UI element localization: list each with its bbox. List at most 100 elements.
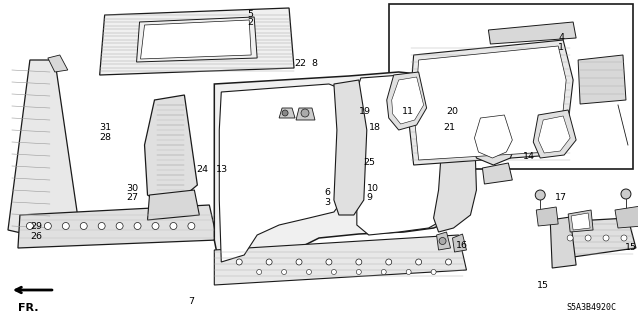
Text: 15: 15	[625, 243, 637, 252]
Polygon shape	[100, 8, 294, 75]
Circle shape	[152, 222, 159, 229]
Polygon shape	[533, 110, 576, 158]
Text: 21: 21	[444, 123, 455, 132]
Polygon shape	[334, 80, 367, 215]
Text: 20: 20	[447, 107, 458, 116]
Circle shape	[621, 189, 631, 199]
Polygon shape	[387, 72, 427, 130]
Polygon shape	[136, 17, 257, 62]
Circle shape	[356, 270, 362, 275]
Text: 17: 17	[555, 193, 567, 202]
Circle shape	[282, 270, 287, 275]
FancyBboxPatch shape	[388, 4, 633, 169]
Circle shape	[257, 270, 262, 275]
Polygon shape	[8, 60, 80, 235]
Text: 11: 11	[402, 107, 414, 116]
Text: 8: 8	[311, 59, 317, 68]
Circle shape	[307, 270, 312, 275]
Circle shape	[296, 259, 302, 265]
Text: 1: 1	[558, 43, 564, 52]
Text: 24: 24	[196, 165, 209, 174]
Polygon shape	[433, 70, 476, 232]
Circle shape	[266, 259, 272, 265]
Circle shape	[406, 270, 411, 275]
Text: 5: 5	[248, 10, 253, 19]
Circle shape	[80, 222, 87, 229]
Circle shape	[381, 270, 387, 275]
Circle shape	[282, 110, 288, 116]
Text: 13: 13	[216, 165, 228, 174]
Circle shape	[326, 259, 332, 265]
Text: 15: 15	[537, 281, 549, 290]
Polygon shape	[357, 73, 463, 235]
Text: 3: 3	[324, 198, 330, 207]
Text: 18: 18	[369, 123, 381, 132]
Circle shape	[116, 222, 123, 229]
Circle shape	[386, 259, 392, 265]
Text: 4: 4	[558, 33, 564, 42]
Polygon shape	[474, 115, 513, 158]
Polygon shape	[436, 232, 451, 250]
Polygon shape	[568, 210, 593, 232]
Polygon shape	[452, 234, 467, 252]
Polygon shape	[470, 108, 518, 165]
Text: 7: 7	[188, 297, 194, 306]
Polygon shape	[615, 206, 640, 228]
Polygon shape	[141, 20, 251, 59]
Text: 26: 26	[31, 232, 43, 241]
Circle shape	[98, 222, 105, 229]
Text: S5A3B4920C: S5A3B4920C	[566, 303, 616, 312]
Text: 19: 19	[359, 107, 371, 116]
Text: 10: 10	[367, 184, 379, 193]
Polygon shape	[18, 205, 218, 248]
Polygon shape	[145, 95, 197, 205]
Circle shape	[301, 109, 309, 117]
Circle shape	[439, 238, 446, 244]
Polygon shape	[538, 116, 570, 153]
Circle shape	[134, 222, 141, 229]
Polygon shape	[550, 217, 576, 268]
Circle shape	[535, 190, 545, 200]
Polygon shape	[48, 55, 68, 72]
Polygon shape	[296, 108, 315, 120]
Circle shape	[26, 222, 33, 229]
Text: 6: 6	[324, 189, 330, 197]
Text: 28: 28	[99, 133, 111, 142]
Text: 22: 22	[294, 59, 307, 68]
Circle shape	[236, 259, 242, 265]
Circle shape	[356, 259, 362, 265]
Text: 2: 2	[248, 19, 253, 27]
Polygon shape	[409, 40, 573, 165]
Circle shape	[44, 222, 51, 229]
Text: 27: 27	[126, 193, 138, 202]
Circle shape	[603, 235, 609, 241]
Polygon shape	[214, 235, 467, 285]
Polygon shape	[220, 84, 347, 262]
Polygon shape	[578, 55, 626, 104]
Polygon shape	[571, 213, 590, 230]
Circle shape	[170, 222, 177, 229]
Text: 16: 16	[456, 241, 468, 250]
Polygon shape	[214, 72, 468, 265]
Circle shape	[188, 222, 195, 229]
Polygon shape	[483, 163, 513, 184]
Text: 29: 29	[31, 222, 43, 231]
Circle shape	[567, 235, 573, 241]
Text: 31: 31	[99, 123, 111, 132]
Text: 30: 30	[126, 184, 138, 193]
Circle shape	[621, 235, 627, 241]
Text: 14: 14	[523, 152, 535, 161]
Polygon shape	[553, 218, 636, 258]
Text: FR.: FR.	[18, 303, 38, 313]
Circle shape	[415, 259, 422, 265]
Circle shape	[431, 270, 436, 275]
Polygon shape	[536, 207, 558, 226]
Circle shape	[332, 270, 337, 275]
Polygon shape	[392, 77, 424, 124]
Polygon shape	[415, 46, 566, 160]
Polygon shape	[279, 108, 295, 118]
Polygon shape	[488, 22, 576, 44]
Polygon shape	[147, 190, 199, 220]
Circle shape	[62, 222, 69, 229]
Circle shape	[585, 235, 591, 241]
